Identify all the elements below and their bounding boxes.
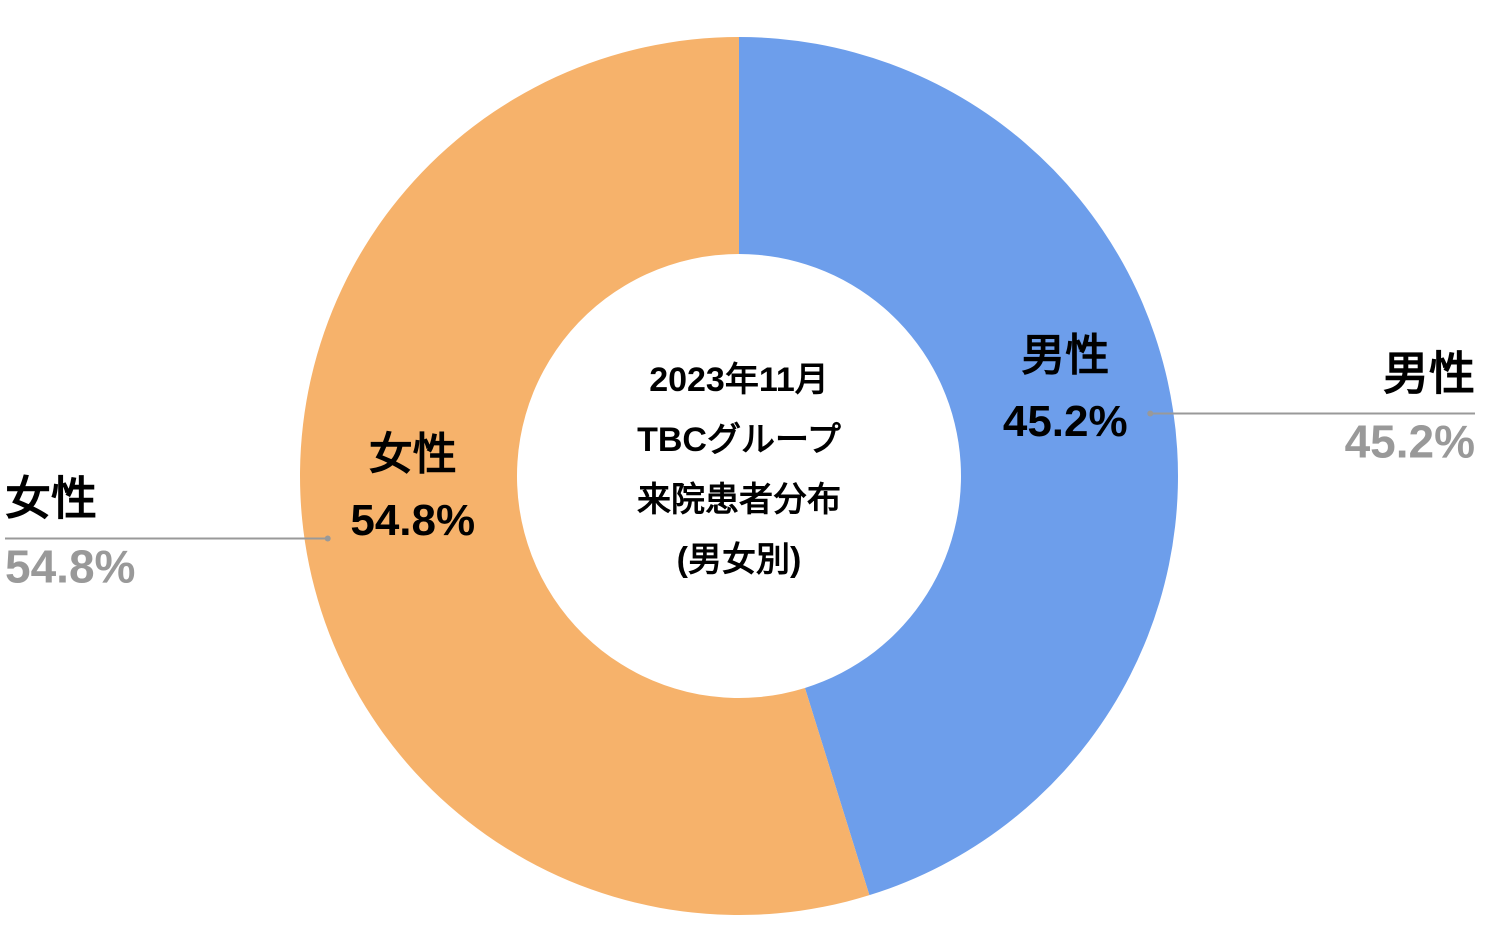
chart-title: 2023年11月 [649,361,829,399]
legend-name: 男性 [1383,348,1475,400]
chart-title: 来院患者分布 [637,480,841,519]
legend-value: 54.8% [5,541,135,593]
slice-name: 男性 [1021,331,1109,380]
leader-dot [324,535,331,542]
leader-dot [1147,410,1154,417]
donut-slice [739,37,1179,896]
chart-title: TBCグループ [637,421,841,459]
legend-name: 女性 [5,473,97,525]
slice-value: 54.8% [350,496,475,545]
donut-slice [300,37,870,915]
slice-value: 45.2% [1003,397,1128,446]
chart-title: (男女別) [677,540,802,579]
legend-value: 45.2% [1345,416,1475,468]
slice-name: 女性 [369,430,457,479]
